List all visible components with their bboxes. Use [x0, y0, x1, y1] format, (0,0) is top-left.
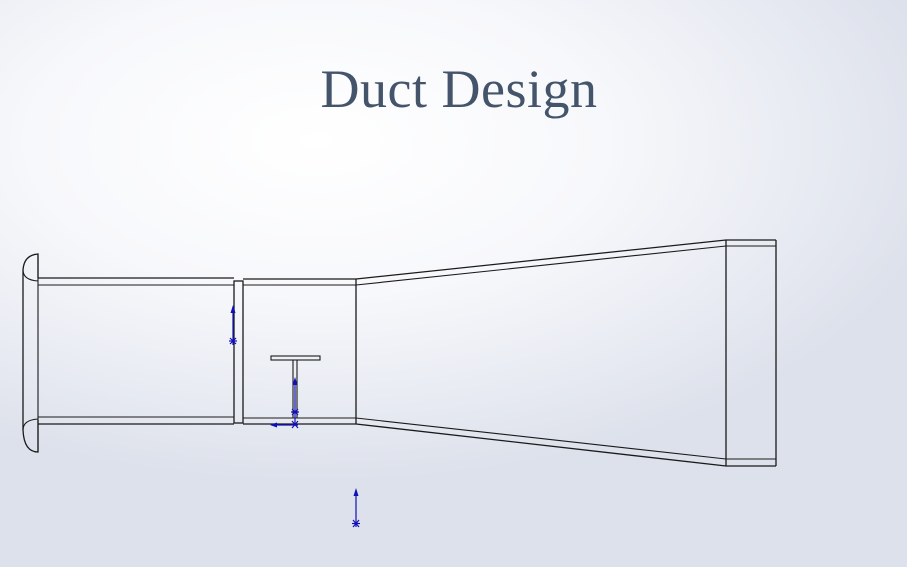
t-probe — [270, 355, 321, 418]
page-title: Duct Design — [320, 59, 598, 119]
outlet-flange — [725, 239, 777, 467]
joint-flange — [233, 280, 244, 424]
sketch-marker-probe — [270, 377, 299, 429]
test-section — [243, 278, 357, 425]
sketch-marker-origin — [352, 488, 360, 528]
inlet-bellmouth — [22, 253, 39, 453]
sketch-marker-flange — [229, 305, 237, 345]
diffuser-section — [355, 239, 727, 467]
inlet-duct-section — [38, 277, 234, 425]
